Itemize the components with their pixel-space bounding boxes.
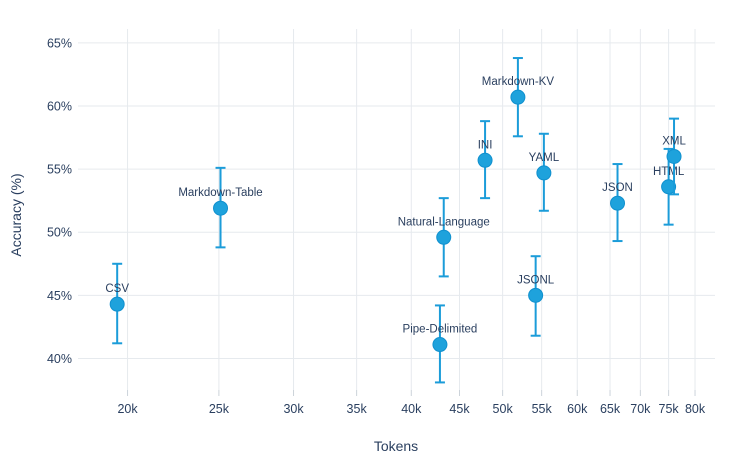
point-label-pipe-delimited: Pipe-Delimited [403, 324, 478, 336]
x-tick-label: 75k [659, 402, 680, 416]
point-label-yaml: YAML [529, 152, 560, 164]
point-label-csv: CSV [105, 283, 129, 295]
axis-tick-layer: 40% 45% 50% 55% 60% 65% 20k 25k 30k 35k 40k 45k 50k 5… [47, 36, 706, 416]
data-point-csv[interactable] [109, 296, 125, 312]
data-point-html[interactable] [661, 179, 677, 195]
data-point-xml[interactable] [666, 148, 682, 164]
point-label-natural-language: Natural-Language [398, 216, 490, 228]
point-label-html: HTML [653, 166, 685, 178]
x-tick-label: 55k [532, 402, 553, 416]
x-tick-label: 60k [567, 402, 588, 416]
x-tick-label: 25k [209, 402, 230, 416]
y-tick-label: 55% [47, 163, 72, 177]
data-point-group-json: JSON [602, 163, 633, 243]
point-label-ini: INI [478, 139, 493, 151]
x-tick-label: 30k [283, 402, 304, 416]
data-point-group-pipe-delimited: Pipe-Delimited [403, 304, 478, 384]
y-tick-label: 40% [47, 352, 72, 366]
data-point-group-xml: XML [662, 117, 686, 196]
data-point-group-markdown-kv: Markdown-KV [482, 57, 555, 138]
data-point-json[interactable] [610, 195, 626, 211]
y-tick-label: 50% [47, 226, 72, 240]
data-point-jsonl[interactable] [528, 287, 544, 303]
data-point-group-yaml: YAML [529, 132, 560, 212]
x-tick-label: 45k [449, 402, 470, 416]
point-label-jsonl: JSONL [517, 274, 555, 286]
point-label-json: JSON [602, 182, 633, 194]
x-tick-label: 70k [630, 402, 651, 416]
x-tick-label: 20k [117, 402, 138, 416]
data-point-group-csv: CSV [105, 262, 129, 345]
data-point-group-markdown-table: Markdown-Table [178, 166, 263, 249]
point-label-xml: XML [662, 135, 686, 147]
x-tick-label: 50k [493, 402, 514, 416]
y-tick-label: 60% [47, 99, 72, 113]
point-label-markdown-table: Markdown-Table [178, 187, 262, 199]
data-point-group-ini: INI [477, 120, 493, 200]
data-series-layer: CSV Markdown-Table Pipe-Delimited Natural-L… [105, 57, 686, 384]
data-point-group-natural-language: Natural-Language [398, 197, 490, 278]
data-point-markdown-table[interactable] [213, 200, 229, 216]
x-tick-label: 65k [600, 402, 621, 416]
x-tick-label: 80k [685, 402, 706, 416]
x-tick-label: 40k [401, 402, 422, 416]
data-point-pipe-delimited[interactable] [432, 337, 448, 353]
x-tick-label: 35k [347, 402, 368, 416]
data-point-yaml[interactable] [536, 165, 552, 181]
y-tick-label: 65% [47, 36, 72, 50]
point-label-markdown-kv: Markdown-KV [482, 76, 555, 88]
x-axis-title: Tokens [374, 438, 418, 454]
data-point-group-jsonl: JSONL [517, 255, 555, 337]
y-axis-title: Accuracy (%) [8, 173, 24, 256]
data-point-natural-language[interactable] [436, 229, 452, 245]
y-tick-label: 45% [47, 289, 72, 303]
data-point-ini[interactable] [477, 152, 493, 168]
data-point-markdown-kv[interactable] [510, 89, 526, 105]
